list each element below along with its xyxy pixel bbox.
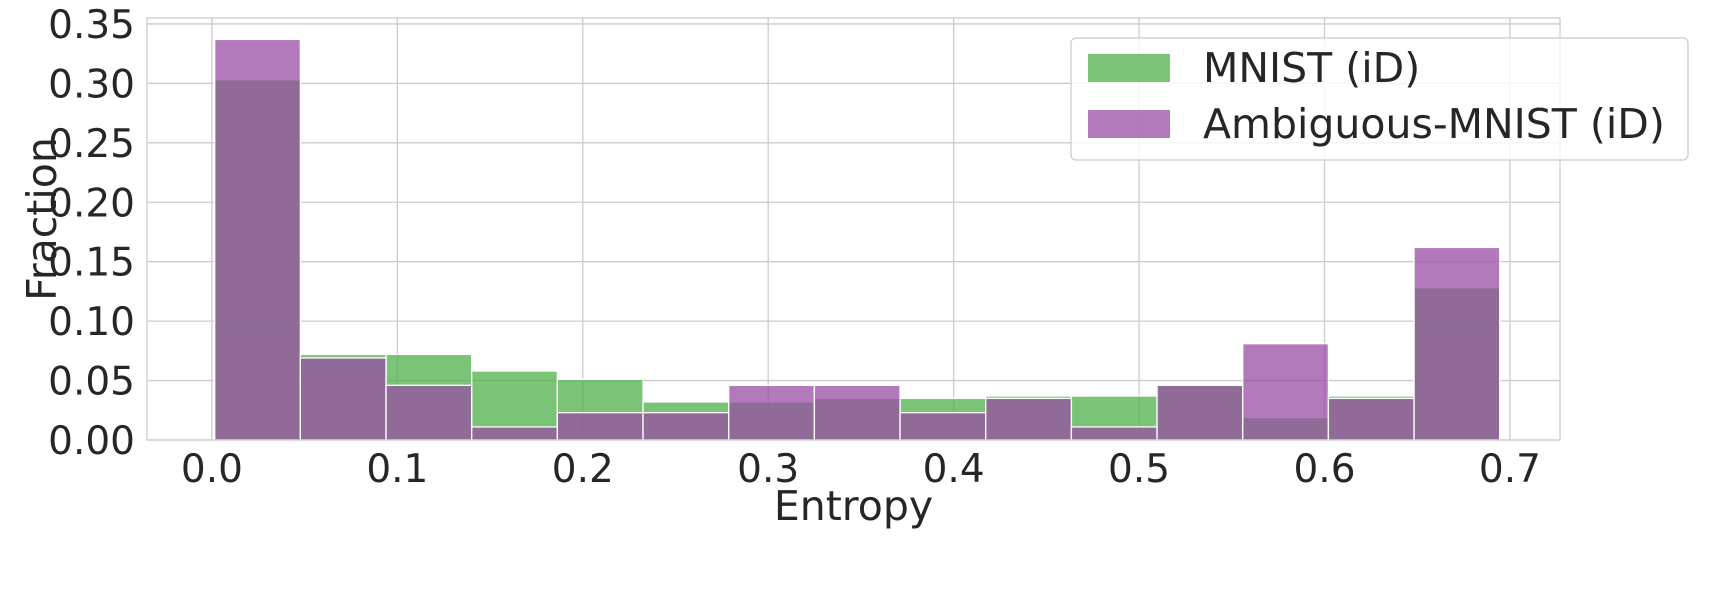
x-tick-label: 0.5 xyxy=(1108,447,1170,492)
y-tick-label: 0.20 xyxy=(48,181,135,226)
histogram-bar xyxy=(556,412,644,441)
legend-swatch-mnist xyxy=(1088,54,1170,82)
x-tick-labels: 0.0 0.1 0.2 0.3 0.4 0.5 0.6 0.7 xyxy=(181,447,1541,492)
x-tick-label: 0.7 xyxy=(1479,447,1541,492)
y-tick-label: 0.30 xyxy=(48,62,135,107)
histogram-bar xyxy=(299,357,387,441)
legend-box xyxy=(1070,37,1689,161)
x-tick-label: 0.0 xyxy=(181,447,243,492)
plot-frame xyxy=(146,17,1561,441)
series-ambiguous-mnist-bars xyxy=(214,38,1501,441)
legend: MNIST (iD) Ambiguous-MNIST (iD) xyxy=(1070,37,1689,161)
y-tick-label: 0.05 xyxy=(48,360,135,405)
x-tick-label: 0.3 xyxy=(737,447,799,492)
histogram-bar xyxy=(471,426,559,441)
y-tick-label: 0.00 xyxy=(48,419,135,464)
y-tick-label: 0.35 xyxy=(48,3,135,48)
y-tick-label: 0.25 xyxy=(48,122,135,167)
x-tick-label: 0.1 xyxy=(366,447,428,492)
histogram-bar xyxy=(728,384,816,441)
x-tick-label: 0.4 xyxy=(923,447,985,492)
y-tick-labels: 0.00 0.05 0.10 0.15 0.20 0.25 0.30 0.35 xyxy=(48,3,135,464)
y-axis-label: Fraction xyxy=(18,137,66,301)
histogram-bar xyxy=(899,412,987,441)
legend-label-mnist: MNIST (iD) xyxy=(1203,44,1420,92)
legend-label-ambiguous-mnist: Ambiguous-MNIST (iD) xyxy=(1203,100,1665,148)
legend-swatch-ambiguous-mnist xyxy=(1088,110,1170,138)
histogram-bar xyxy=(985,397,1073,441)
y-tick-label: 0.15 xyxy=(48,241,135,286)
histogram-bar xyxy=(1156,384,1244,441)
x-tick-label: 0.6 xyxy=(1293,447,1355,492)
x-axis-label: Entropy xyxy=(774,482,933,530)
histogram-bar xyxy=(1413,246,1501,441)
histogram-bar xyxy=(642,412,730,441)
histogram-bar xyxy=(1327,397,1415,441)
x-tick-label: 0.2 xyxy=(552,447,614,492)
histogram-bar xyxy=(1242,343,1330,441)
y-tick-label: 0.10 xyxy=(48,300,135,345)
histogram-bar xyxy=(214,38,302,441)
histogram-bar xyxy=(1070,426,1158,441)
histogram-bar xyxy=(813,384,901,441)
histogram-bar xyxy=(385,384,473,441)
